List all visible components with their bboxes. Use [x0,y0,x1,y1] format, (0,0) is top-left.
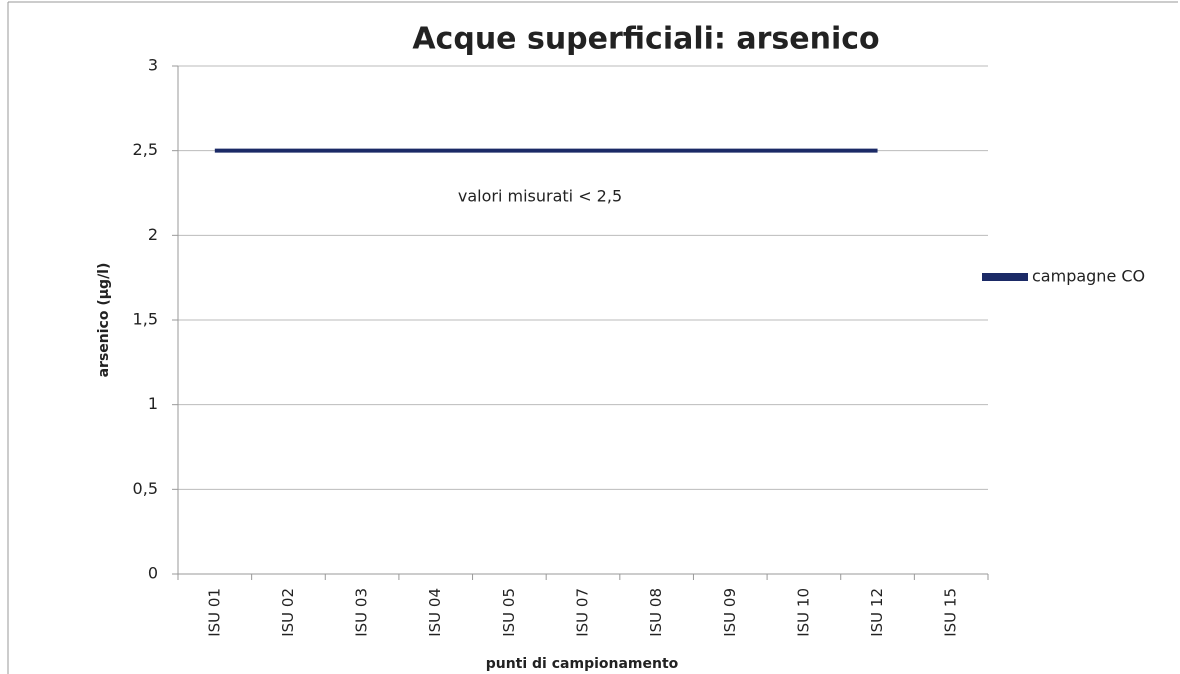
y-tick-label: 2,5 [133,140,158,159]
y-tick-label: 0,5 [133,479,158,498]
x-tick-label: ISU 02 [279,588,297,637]
x-axis-title: punti di campionamento [486,656,679,672]
x-tick-label: ISU 09 [721,588,739,637]
chart-title: Acque superficiali: arsenico [412,22,879,57]
x-tick-label: ISU 03 [353,588,371,637]
x-tick-label: ISU 10 [794,588,812,637]
y-axis-title: arsenico (µg/l) [96,263,112,378]
y-tick-label: 2 [148,225,158,244]
y-tick-label: 0 [148,564,158,583]
x-tick-label: ISU 04 [426,588,444,637]
legend-swatch [982,273,1028,281]
x-tick-label: ISU 01 [205,588,223,637]
x-tick-label: ISU 08 [647,588,665,637]
x-tick-label: ISU 05 [500,588,518,637]
y-tick-label: 1,5 [133,310,158,329]
y-tick-label: 1 [148,394,158,413]
x-tick-label: ISU 15 [942,588,960,637]
x-tick-label: ISU 12 [868,588,886,637]
x-tick-label: ISU 07 [574,588,592,637]
legend-label: campagne CO [1032,267,1145,286]
annotation: valori misurati < 2,5 [458,187,622,206]
y-tick-label: 3 [148,56,158,75]
